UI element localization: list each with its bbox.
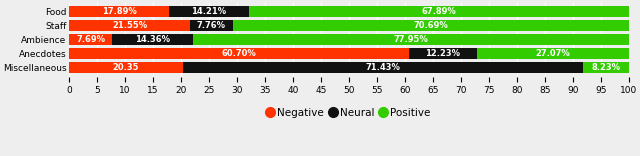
Text: 60.70%: 60.70% — [221, 49, 257, 58]
Bar — [69, 34, 112, 45]
Bar — [249, 6, 628, 17]
Text: 20.35: 20.35 — [113, 63, 140, 72]
Text: 67.89%: 67.89% — [421, 7, 456, 16]
Text: 17.89%: 17.89% — [102, 7, 136, 16]
Bar — [169, 6, 249, 17]
Legend: Negative, Neural, Positive: Negative, Neural, Positive — [264, 103, 434, 122]
Bar — [233, 20, 628, 31]
Text: 21.55%: 21.55% — [112, 21, 147, 30]
Bar — [69, 62, 183, 73]
Text: 70.69%: 70.69% — [413, 21, 448, 30]
Text: 12.23%: 12.23% — [426, 49, 460, 58]
Text: 14.21%: 14.21% — [191, 7, 227, 16]
Bar — [409, 48, 477, 59]
Bar — [69, 20, 189, 31]
Text: 77.95%: 77.95% — [393, 35, 428, 44]
Bar — [582, 62, 628, 73]
Bar — [193, 34, 628, 45]
Text: 14.36%: 14.36% — [135, 35, 170, 44]
Text: 71.43%: 71.43% — [365, 63, 400, 72]
Text: 8.23%: 8.23% — [591, 63, 620, 72]
Text: 7.76%: 7.76% — [197, 21, 226, 30]
Bar — [69, 48, 409, 59]
Bar — [189, 20, 233, 31]
Text: 7.69%: 7.69% — [76, 35, 105, 44]
Bar — [477, 48, 628, 59]
Bar — [69, 6, 169, 17]
Text: 27.07%: 27.07% — [536, 49, 570, 58]
Bar — [112, 34, 193, 45]
Bar — [183, 62, 582, 73]
